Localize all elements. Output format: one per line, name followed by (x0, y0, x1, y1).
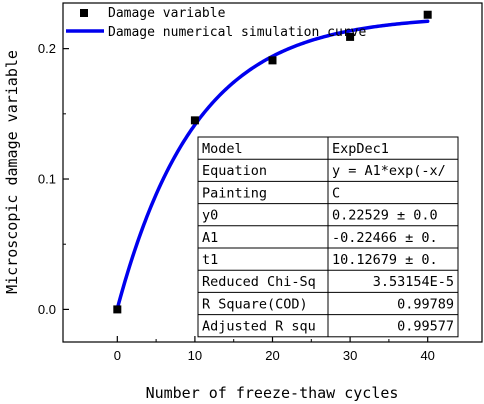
table-cell-label: Reduced Chi-Sq (202, 274, 316, 290)
data-point (423, 10, 432, 19)
legend-label: Damage variable (108, 6, 226, 21)
x-tick-label: 0 (114, 348, 121, 363)
data-points-layer (113, 10, 432, 314)
table-cell-value: ExpDec1 (332, 141, 389, 157)
data-point (346, 32, 355, 41)
y-axis-title: Microscopic damage variable (3, 50, 21, 294)
table-cell-label: t1 (202, 252, 218, 268)
table-cell-value: -0.22466 ± 0. (332, 230, 438, 246)
x-tick-label: 20 (265, 348, 279, 363)
table-cell-label: Model (202, 141, 243, 157)
y-tick-label: 0.2 (38, 41, 56, 56)
table-cell-value: y = A1*exp(-x/ (332, 163, 446, 179)
table-cell-label: Adjusted R squ (202, 319, 316, 335)
table-cell-label: A1 (202, 230, 218, 246)
x-tick-label: 10 (188, 348, 202, 363)
table-cell-value: C (332, 185, 340, 201)
table-cell-value: 10.12679 ± 0. (332, 252, 438, 268)
data-point (113, 305, 122, 314)
y-tick-label: 0.0 (38, 302, 56, 317)
x-axis-title: Number of freeze-thaw cycles (146, 384, 399, 402)
table-cell-label: y0 (202, 208, 218, 224)
table-cell-value: 0.99577 (397, 319, 454, 335)
table-cell-label: R Square(COD) (202, 296, 308, 312)
table-cell-value: 0.22529 ± 0.0 (332, 208, 438, 224)
legend-label: Damage numerical simulation curve (108, 25, 366, 40)
axes: 0 10 20 30 40 0.0 0.1 0.2 (38, 41, 435, 363)
fit-curve (115, 19, 430, 311)
fit-curve-layer (115, 19, 430, 311)
table-cell-value: 3.53154E-5 (373, 274, 454, 290)
table-cell-label: Equation (202, 163, 267, 179)
table-cell-value: 0.99789 (397, 296, 454, 312)
table-cell-label: Painting (202, 185, 267, 201)
y-tick-label: 0.1 (38, 172, 56, 187)
data-point (268, 56, 277, 65)
legend: Damage variable Damage numerical simulati… (66, 6, 366, 40)
x-tick-label: 40 (420, 348, 434, 363)
fit-table: Model ExpDec1 Equation y = A1*exp(-x/Painti… (197, 136, 459, 338)
legend-marker-square (80, 9, 88, 17)
data-point (190, 116, 199, 125)
x-tick-label: 30 (343, 348, 357, 363)
